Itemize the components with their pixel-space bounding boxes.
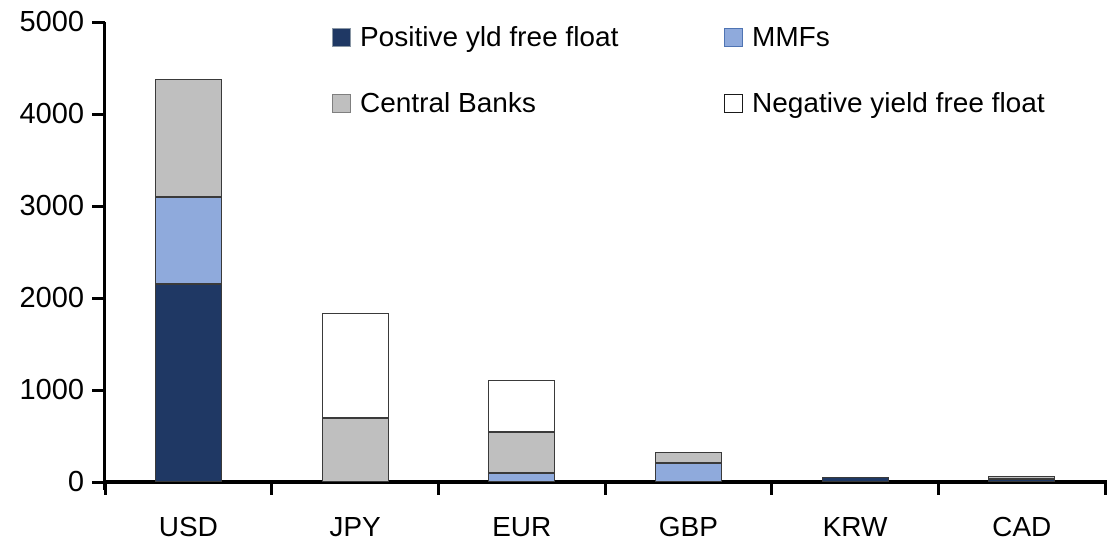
category-label-CAD: CAD (992, 511, 1052, 542)
bar-segment-CAD (988, 476, 1056, 480)
y-tick-mark (92, 204, 105, 208)
bar-segment-CAD (988, 479, 1056, 482)
y-tick-label: 2000 (19, 282, 84, 314)
x-tick-mark (436, 482, 440, 495)
legend-item-positive-yld-free-float: Positive yld free float (332, 22, 618, 52)
y-tick-label: 4000 (19, 98, 84, 130)
category-label-USD: USD (158, 511, 218, 542)
y-tick-mark (92, 296, 105, 300)
legend-swatch-mmfs (724, 27, 743, 47)
x-tick-mark (270, 482, 274, 495)
category-label-KRW: KRW (822, 511, 888, 542)
bar-segment-EUR (488, 379, 556, 433)
y-tick-label: 1000 (19, 374, 84, 406)
legend-label: Positive yld free float (360, 21, 619, 52)
bar-segment-GBP (654, 462, 722, 482)
legend-item-negative-yield-free-float: Negative yield free float (724, 88, 1045, 118)
bar-segment-JPY (321, 417, 389, 482)
legend-swatch-negative-yield-free-float (724, 93, 743, 113)
bar-segment-GBP (654, 451, 722, 463)
x-tick-mark (770, 482, 774, 495)
category-label-GBP: GBP (658, 511, 718, 542)
bar-segment-KRW (821, 477, 889, 482)
y-tick-label: 0 (67, 466, 84, 498)
legend-swatch-central-banks (332, 93, 351, 113)
y-axis-line (103, 22, 106, 490)
bar-segment-USD (154, 284, 222, 482)
y-tick-mark (92, 480, 105, 484)
bar-segment-EUR (488, 472, 556, 482)
bar-segment-JPY (321, 312, 389, 418)
legend-item-central-banks: Central Banks (332, 88, 536, 118)
bar-segment-USD (154, 196, 222, 285)
x-tick-mark (103, 482, 107, 495)
x-tick-mark (1103, 482, 1107, 495)
category-label-JPY: JPY (329, 511, 381, 542)
category-label-EUR: EUR (492, 511, 552, 542)
legend-label: Central Banks (360, 87, 536, 118)
bar-segment-USD (154, 79, 222, 197)
x-tick-mark (936, 482, 940, 495)
legend-label: Negative yield free float (752, 87, 1045, 118)
y-tick-label: 5000 (19, 6, 84, 38)
y-tick-mark (92, 112, 105, 116)
legend-label: MMFs (752, 21, 830, 52)
legend-item-mmfs: MMFs (724, 22, 830, 52)
x-tick-mark (603, 482, 607, 495)
y-tick-label: 3000 (19, 190, 84, 222)
y-tick-mark (92, 20, 105, 24)
bar-segment-EUR (488, 432, 556, 473)
legend-swatch-positive-yld-free-float (332, 27, 351, 47)
y-tick-mark (92, 388, 105, 392)
